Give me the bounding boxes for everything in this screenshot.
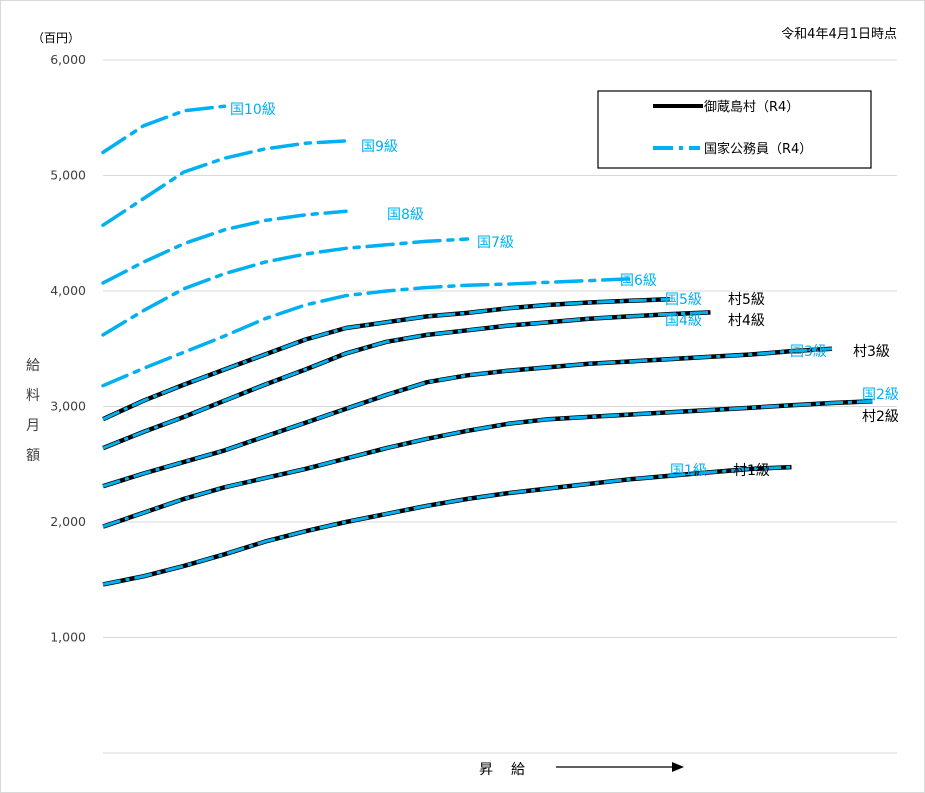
kuni-line — [101, 277, 632, 388]
kuni-grade-label: 国5級 — [665, 292, 702, 308]
date-note: 令和4年4月1日時点 — [781, 27, 897, 42]
kuni-line — [101, 237, 470, 337]
legend-kuni-label: 国家公務員（R4） — [704, 141, 812, 157]
kuni-grade-label: 国3級 — [790, 344, 827, 360]
legend: 御蔵島村（R4） 国家公務員（R4） — [597, 90, 872, 169]
x-axis-arrow — [556, 762, 684, 772]
kuni-grade-label: 国10級 — [230, 102, 276, 118]
y-axis-label-char: 月 — [26, 418, 40, 434]
kuni-grade-label: 国8級 — [387, 207, 424, 223]
legend-box — [597, 90, 872, 169]
kuni-grade-label: 国6級 — [620, 273, 657, 289]
kuni-line — [102, 347, 833, 488]
legend-mura-label: 御蔵島村（R4） — [704, 100, 799, 115]
gridlines — [103, 59, 897, 754]
kuni-grade-label: 国9級 — [361, 139, 398, 155]
y-tick-label: 6,000 — [50, 52, 86, 67]
kuni-line — [101, 209, 348, 285]
y-tick-label: 2,000 — [50, 514, 86, 529]
mura-grade-label: 村3級 — [853, 344, 890, 360]
y-axis-label-char: 額 — [26, 448, 40, 464]
kuni-grade-label: 国4級 — [665, 313, 702, 329]
y-tick-label: 5,000 — [50, 168, 86, 183]
kuni-line — [101, 139, 348, 227]
y-tick-label: 3,000 — [50, 399, 86, 414]
kuni-grade-label: 国1級 — [670, 463, 707, 479]
x-axis-label: 昇 給 — [479, 762, 527, 778]
y-tick-label: 1,000 — [50, 630, 86, 645]
y-axis-label-char: 給 — [26, 358, 40, 374]
kuni-line — [101, 104, 227, 155]
y-tick-labels: 1,000 2,000 3,000 4,000 5,000 6,000 — [50, 52, 86, 645]
unit-label: （百円） — [32, 31, 80, 45]
y-tick-label: 4,000 — [50, 283, 86, 298]
kuni-grade-label: 国2級 — [862, 387, 899, 403]
mura-grade-label: 村1級 — [733, 463, 770, 479]
kuni-line — [102, 297, 671, 421]
mura-grade-label: 村5級 — [728, 292, 765, 308]
mura-grade-label: 村2級 — [862, 409, 899, 425]
kuni-grade-label: 国7級 — [477, 235, 514, 251]
y-axis-label-char: 料 — [26, 388, 40, 404]
kuni-line — [102, 465, 792, 586]
mura-grade-label: 村4級 — [728, 313, 765, 329]
kuni-line — [102, 310, 711, 450]
series-lines — [101, 104, 873, 587]
kuni-line — [102, 399, 873, 529]
